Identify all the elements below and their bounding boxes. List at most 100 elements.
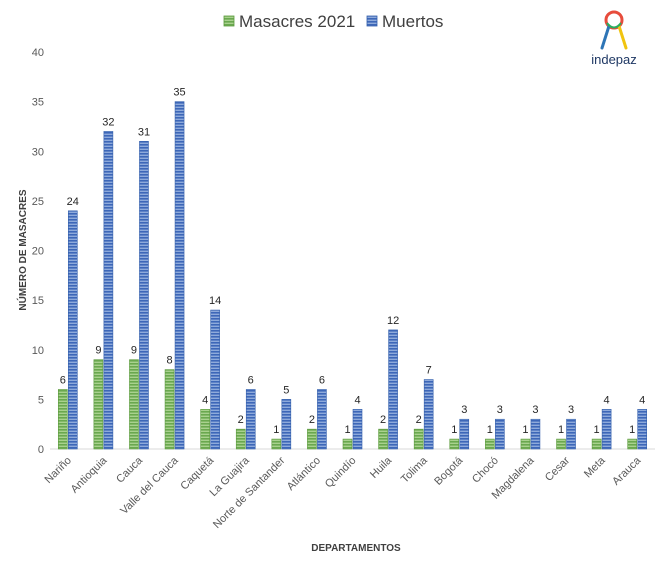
bar-muertos [637,408,648,450]
bar-muertos [245,389,256,450]
bar-muertos [67,210,78,450]
bar-muertos [174,101,185,450]
bar-masacres [129,359,139,450]
y-tick-label: 10 [32,345,44,357]
data-label: 4 [639,394,645,406]
data-label: 4 [202,394,208,406]
data-label: 5 [283,384,289,396]
x-tick-label: Meta [582,454,608,480]
x-tick-label: Cauca [114,454,146,486]
data-label: 6 [248,374,254,386]
bar-muertos [210,309,220,450]
bar-masacres [57,389,68,450]
bar-muertos [530,418,541,450]
x-tick-label: Quindío [323,455,359,491]
bar-masacres [413,428,424,450]
bar-muertos [103,131,114,450]
x-tick-label: Huila [368,454,395,481]
y-tick-label: 15 [32,295,44,307]
y-axis: 0 5 10 15 20 25 30 35 40 [32,47,44,456]
data-label: 8 [166,355,172,367]
data-label: 3 [461,404,467,416]
bar-muertos [495,418,505,450]
data-label: 4 [604,394,610,406]
bar-masacres [378,428,388,450]
bar-muertos [317,389,327,450]
legend: Masacres 2021 Muertos [223,12,443,31]
bar-masacres [235,428,246,450]
bar-muertos [423,379,434,450]
x-tick-label: Arauca [610,454,644,488]
x-axis-title: DEPARTAMENTOS [311,543,401,554]
data-label: 3 [497,404,503,416]
data-label: 3 [568,404,574,416]
data-label: 14 [209,295,221,307]
bar-muertos [388,329,398,450]
y-tick-label: 5 [38,394,44,406]
data-label: 2 [416,414,422,426]
y-tick-label: 30 [32,146,44,158]
x-tick-label: Antioquia [69,454,111,496]
data-label: 35 [173,87,185,99]
bar-muertos [139,141,149,450]
legend-swatch-muertos [366,15,378,27]
data-label: 1 [522,424,528,436]
data-label: 1 [451,424,457,436]
data-label: 2 [309,414,315,426]
bar-masacres [93,359,104,450]
data-label: 9 [95,345,101,357]
bar-muertos [601,408,612,450]
x-tick-label: Cesar [543,454,572,483]
data-label: 1 [487,424,493,436]
indepaz-logo: indepaz [591,10,637,67]
y-tick-label: 25 [32,196,44,208]
data-label: 1 [558,424,564,436]
data-label: 6 [319,374,325,386]
bar-masacres [591,438,602,450]
y-axis-title: NÚMERO DE MASACRES [16,189,29,310]
bar-muertos [352,408,363,450]
bar-masacres [485,438,495,450]
data-label: 1 [344,424,350,436]
bar-masacres [556,438,566,450]
y-tick-label: 20 [32,246,44,258]
logo-text: indepaz [591,52,637,67]
data-label: 4 [354,394,360,406]
data-label: 1 [629,424,635,436]
x-tick-label: Tolima [399,454,431,486]
x-tick-label: Atlántico [285,455,323,493]
legend-label-muertos: Muertos [382,12,443,31]
data-label: 12 [387,315,399,327]
data-label: 24 [67,196,79,208]
x-tick-label: Norte de Santander [211,454,288,531]
bar-masacres [520,438,531,450]
bar-muertos [459,418,470,450]
data-label: 6 [60,374,66,386]
bar-masacres [271,438,282,450]
data-label: 1 [273,424,279,436]
legend-swatch-masacres [223,15,235,27]
data-label: 32 [102,116,114,128]
bar-masacres [342,438,353,450]
x-tick-label: Bogotá [432,454,466,488]
bar-masacres [200,408,210,450]
y-tick-label: 40 [32,47,44,59]
y-tick-label: 0 [38,444,44,456]
bar-masacres [307,428,317,450]
data-label: 7 [426,365,432,377]
bar-muertos [566,418,576,450]
x-tick-label: Chocó [470,455,501,486]
data-label: 3 [532,404,538,416]
bar-muertos [281,399,292,450]
data-label: 2 [238,414,244,426]
bar-masacres [164,369,175,450]
legend-label-masacres: Masacres 2021 [239,12,355,31]
x-tick-label: Nariño [43,455,74,486]
data-label: 1 [594,424,600,436]
y-tick-label: 35 [32,97,44,109]
bar-masacres [627,438,638,450]
bar-masacres [449,438,460,450]
data-label: 9 [131,345,137,357]
